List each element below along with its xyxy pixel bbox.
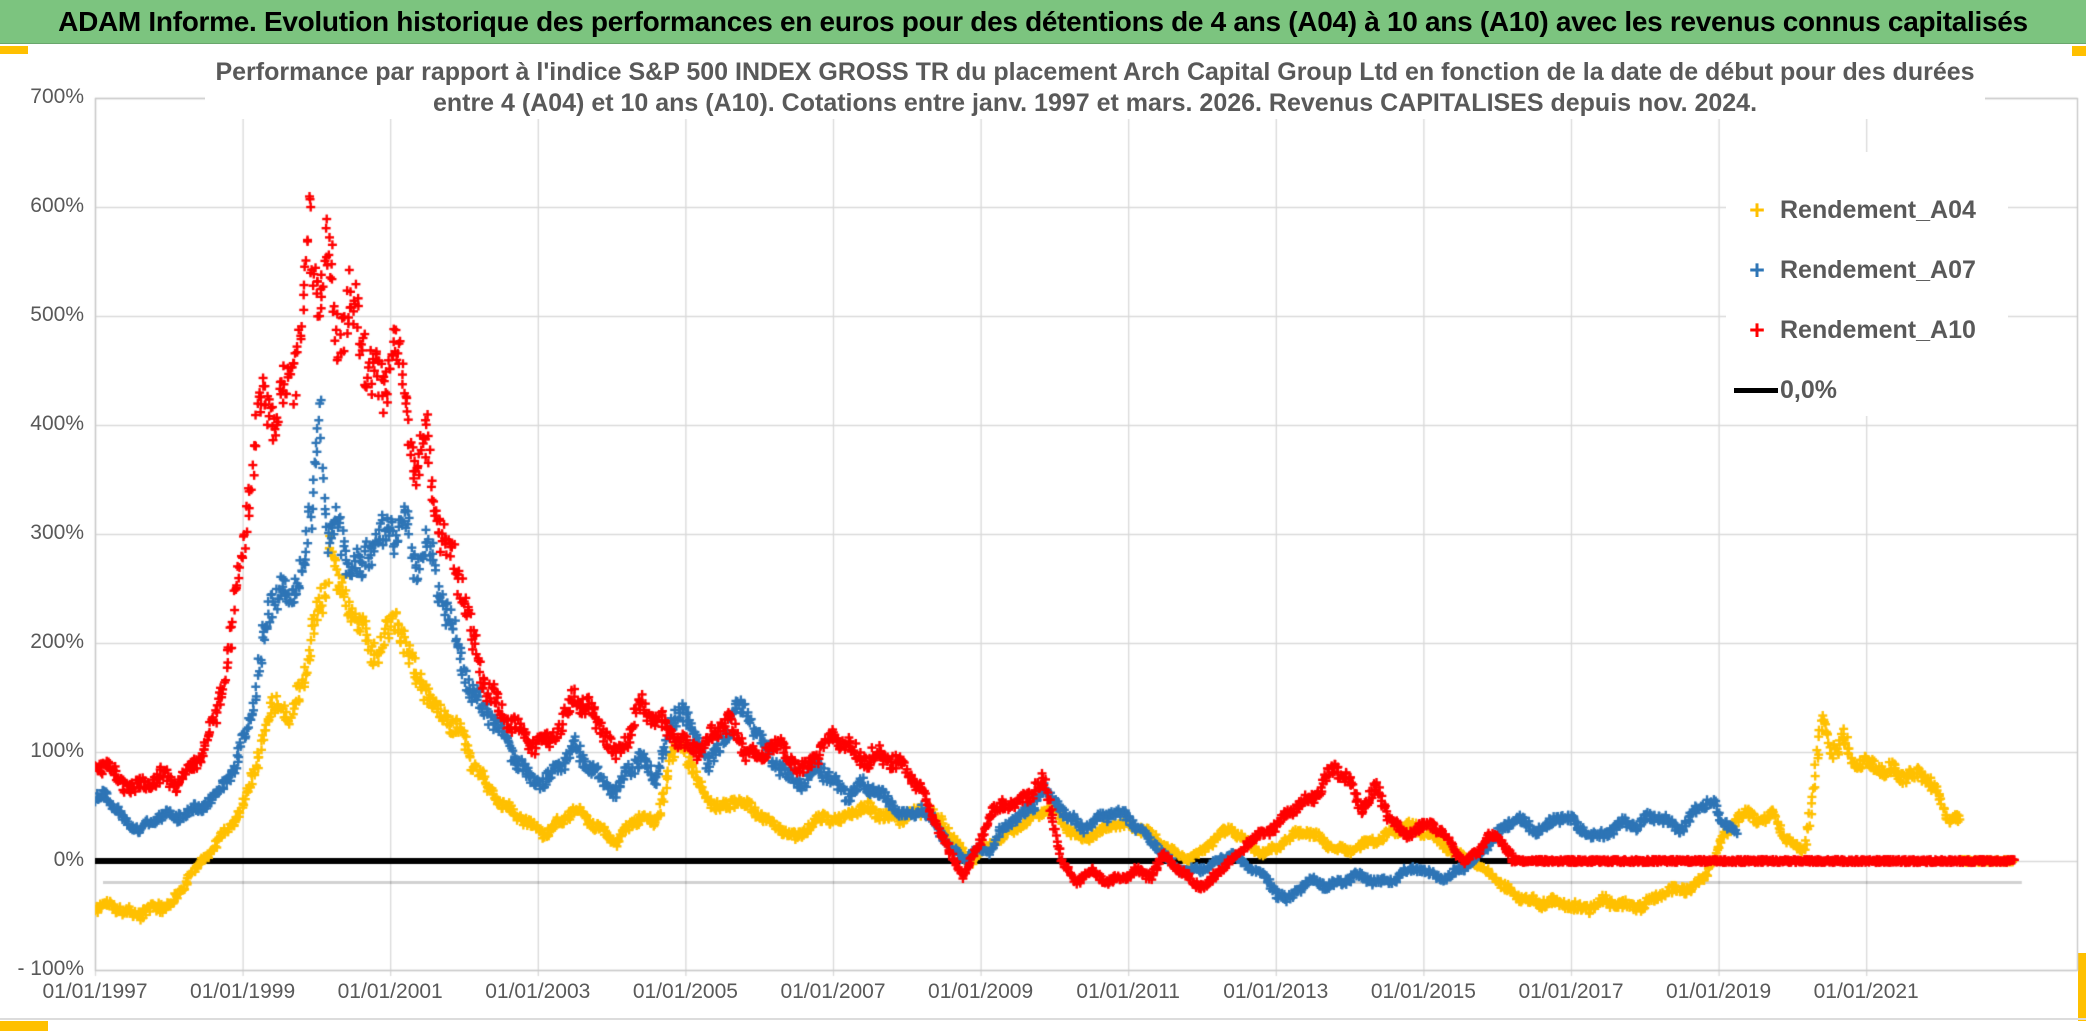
x-axis-tick-label: 01/01/2013 <box>1223 980 1329 1003</box>
plus-marker-icon: + <box>1749 314 1765 345</box>
y-axis-tick-label: 400% <box>30 412 84 435</box>
x-axis-tick-label: 01/01/2001 <box>337 980 443 1003</box>
y-axis-tick-label: 100% <box>30 739 84 762</box>
plus-marker-icon: + <box>1749 254 1765 285</box>
legend-item-rendement-a07: + Rendement_A07 <box>1734 250 2004 290</box>
y-axis-tick-label: 600% <box>30 194 84 217</box>
chart-title-line2: entre 4 (A04) et 10 ans (A10). Cotations… <box>432 89 1758 117</box>
legend: + Rendement_A04 + Rendement_A07 + Rendement_A… <box>1726 152 2008 416</box>
y-axis-tick-label: 200% <box>30 630 84 653</box>
y-axis-tick-label: 0% <box>53 848 84 871</box>
chart-title-line1: Performance par rapport à l'indice S&P 5… <box>215 58 1975 86</box>
legend-item-label: Rendement_A04 <box>1780 195 1976 224</box>
x-axis-tick-label: 01/01/2015 <box>1370 980 1476 1003</box>
x-axis-tick-label: 01/01/2005 <box>632 980 738 1003</box>
y-axis-tick-label: 700% <box>30 85 84 108</box>
plus-marker-icon: + <box>1749 194 1765 225</box>
chart-title: Performance par rapport à l'indice S&P 5… <box>205 57 1985 119</box>
x-axis-tick-label: 01/01/2003 <box>485 980 591 1003</box>
x-axis-tick-label: 01/01/2011 <box>1076 980 1180 1003</box>
legend-item-label: Rendement_A10 <box>1780 315 1976 344</box>
x-axis-tick-label: 01/01/2007 <box>780 980 886 1003</box>
y-axis-tick-label: - 100% <box>17 957 84 980</box>
legend-item-rendement-a10: + Rendement_A10 <box>1734 310 2004 350</box>
y-axis-tick-label: 300% <box>30 521 84 544</box>
legend-item-rendement-a04: + Rendement_A04 <box>1734 190 2004 230</box>
legend-item-label: Rendement_A07 <box>1780 255 1976 284</box>
y-axis-tick-label: 500% <box>30 303 84 326</box>
x-axis-tick-label: 01/01/2017 <box>1518 980 1624 1003</box>
x-axis-tick-label: 01/01/2019 <box>1666 980 1772 1003</box>
legend-item-0-0-: 0,0% <box>1734 370 2004 410</box>
x-axis-tick-label: 01/01/1997 <box>42 980 148 1003</box>
x-axis-tick-label: 01/01/2021 <box>1813 980 1919 1003</box>
legend-item-label: 0,0% <box>1780 375 1837 404</box>
line-swatch-icon <box>1734 387 1780 393</box>
x-axis-tick-label: 01/01/1999 <box>190 980 296 1003</box>
x-axis-tick-label: 01/01/2009 <box>928 980 1034 1003</box>
